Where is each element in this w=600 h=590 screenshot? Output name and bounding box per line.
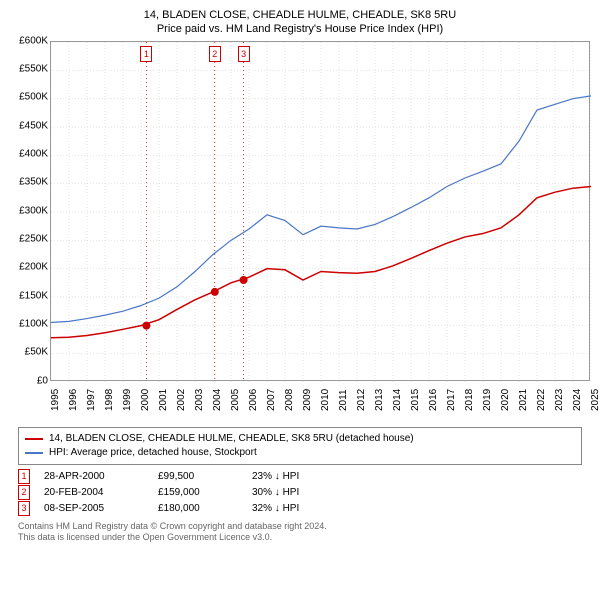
x-tick-label: 2011 — [338, 389, 348, 411]
y-tick-label: £200K — [19, 262, 48, 273]
x-axis-labels: 1995 1996 1997 1998 1999 2000 2001 2002 2003 2004… — [50, 381, 590, 421]
chart-area: £0 £50K £100K £150K £200K £250K £300K £350K £400… — [10, 41, 590, 421]
legend-label-hpi: HPI: Average price, detached house, Stoc… — [49, 446, 257, 460]
x-tick-label: 2022 — [536, 388, 546, 410]
y-tick-label: £450K — [19, 120, 48, 131]
transaction-diff: 32% ↓ HPI — [252, 501, 342, 517]
y-tick-label: £350K — [19, 177, 48, 188]
x-tick-label: 2012 — [356, 388, 366, 410]
x-tick-label: 2010 — [320, 388, 330, 410]
transaction-date: 20-FEB-2004 — [44, 485, 144, 501]
x-tick-label: 2000 — [140, 388, 150, 410]
x-tick-label: 1995 — [50, 388, 60, 410]
y-tick-label: £100K — [19, 318, 48, 329]
x-tick-label: 2005 — [230, 388, 240, 410]
y-tick-label: £50K — [25, 347, 48, 358]
x-tick-label: 2009 — [302, 388, 312, 410]
footer-line2: This data is licensed under the Open Gov… — [18, 532, 582, 544]
sale-marker-box: 3 — [238, 46, 250, 62]
legend-label-property: 14, BLADEN CLOSE, CHEADLE HULME, CHEADLE… — [49, 432, 414, 446]
footer: Contains HM Land Registry data © Crown c… — [18, 521, 582, 544]
y-axis-labels: £0£50K£100K£150K£200K£250K£300K£350K£400… — [10, 41, 50, 381]
y-tick-label: £550K — [19, 63, 48, 74]
x-tick-label: 2023 — [554, 388, 564, 410]
title-line2: Price paid vs. HM Land Registry's House … — [10, 22, 590, 36]
legend-swatch-property — [25, 438, 43, 440]
transaction-row: 2 20-FEB-2004 £159,000 30% ↓ HPI — [18, 485, 582, 501]
x-tick-label: 2003 — [194, 388, 204, 410]
x-tick-label: 2015 — [410, 388, 420, 410]
x-tick-label: 2002 — [176, 388, 186, 410]
y-tick-label: £250K — [19, 233, 48, 244]
y-tick-label: £300K — [19, 205, 48, 216]
transaction-row: 3 08-SEP-2005 £180,000 32% ↓ HPI — [18, 501, 582, 517]
title-line1: 14, BLADEN CLOSE, CHEADLE HULME, CHEADLE… — [10, 8, 590, 22]
x-tick-label: 1996 — [68, 388, 78, 410]
transaction-price: £180,000 — [158, 501, 238, 517]
x-tick-label: 2013 — [374, 388, 384, 410]
y-tick-label: £400K — [19, 148, 48, 159]
plot-area: 1 2 3 — [50, 41, 590, 381]
x-tick-label: 2004 — [212, 388, 222, 410]
transaction-number-box: 3 — [18, 501, 30, 516]
x-tick-label: 2017 — [446, 388, 456, 410]
transaction-date: 08-SEP-2005 — [44, 501, 144, 517]
legend-row-property: 14, BLADEN CLOSE, CHEADLE HULME, CHEADLE… — [25, 432, 575, 446]
x-tick-label: 1999 — [122, 388, 132, 410]
x-tick-label: 2020 — [500, 388, 510, 410]
x-tick-label: 2024 — [572, 388, 582, 410]
x-tick-label: 2018 — [464, 388, 474, 410]
transaction-diff: 23% ↓ HPI — [252, 469, 342, 485]
x-tick-label: 1997 — [86, 388, 96, 410]
x-tick-label: 2019 — [482, 388, 492, 410]
plot-svg — [51, 42, 591, 382]
title-block: 14, BLADEN CLOSE, CHEADLE HULME, CHEADLE… — [10, 8, 590, 37]
x-tick-label: 2007 — [266, 388, 276, 410]
x-tick-label: 2014 — [392, 388, 402, 410]
y-tick-label: £600K — [19, 35, 48, 46]
x-tick-label: 2016 — [428, 388, 438, 410]
legend-swatch-hpi — [25, 452, 43, 454]
transaction-diff: 30% ↓ HPI — [252, 485, 342, 501]
legend-row-hpi: HPI: Average price, detached house, Stoc… — [25, 446, 575, 460]
transaction-price: £99,500 — [158, 469, 238, 485]
sale-marker-box: 1 — [140, 46, 152, 62]
x-tick-label: 2021 — [518, 388, 528, 410]
transaction-number-box: 1 — [18, 469, 30, 484]
transaction-date: 28-APR-2000 — [44, 469, 144, 485]
footer-line1: Contains HM Land Registry data © Crown c… — [18, 521, 582, 533]
y-tick-label: £0 — [37, 375, 48, 386]
chart-container: 14, BLADEN CLOSE, CHEADLE HULME, CHEADLE… — [0, 0, 600, 590]
x-tick-label: 2008 — [284, 388, 294, 410]
y-tick-label: £500K — [19, 92, 48, 103]
x-tick-label: 1998 — [104, 388, 114, 410]
x-tick-label: 2025 — [590, 388, 600, 410]
x-tick-label: 2001 — [158, 388, 168, 410]
y-tick-label: £150K — [19, 290, 48, 301]
x-tick-label: 2006 — [248, 388, 258, 410]
transaction-row: 1 28-APR-2000 £99,500 23% ↓ HPI — [18, 469, 582, 485]
transaction-price: £159,000 — [158, 485, 238, 501]
legend: 14, BLADEN CLOSE, CHEADLE HULME, CHEADLE… — [18, 427, 582, 465]
sale-marker-box: 2 — [209, 46, 221, 62]
transactions-table: 1 28-APR-2000 £99,500 23% ↓ HPI 2 20-FEB-2004… — [18, 469, 582, 517]
transaction-number-box: 2 — [18, 485, 30, 500]
